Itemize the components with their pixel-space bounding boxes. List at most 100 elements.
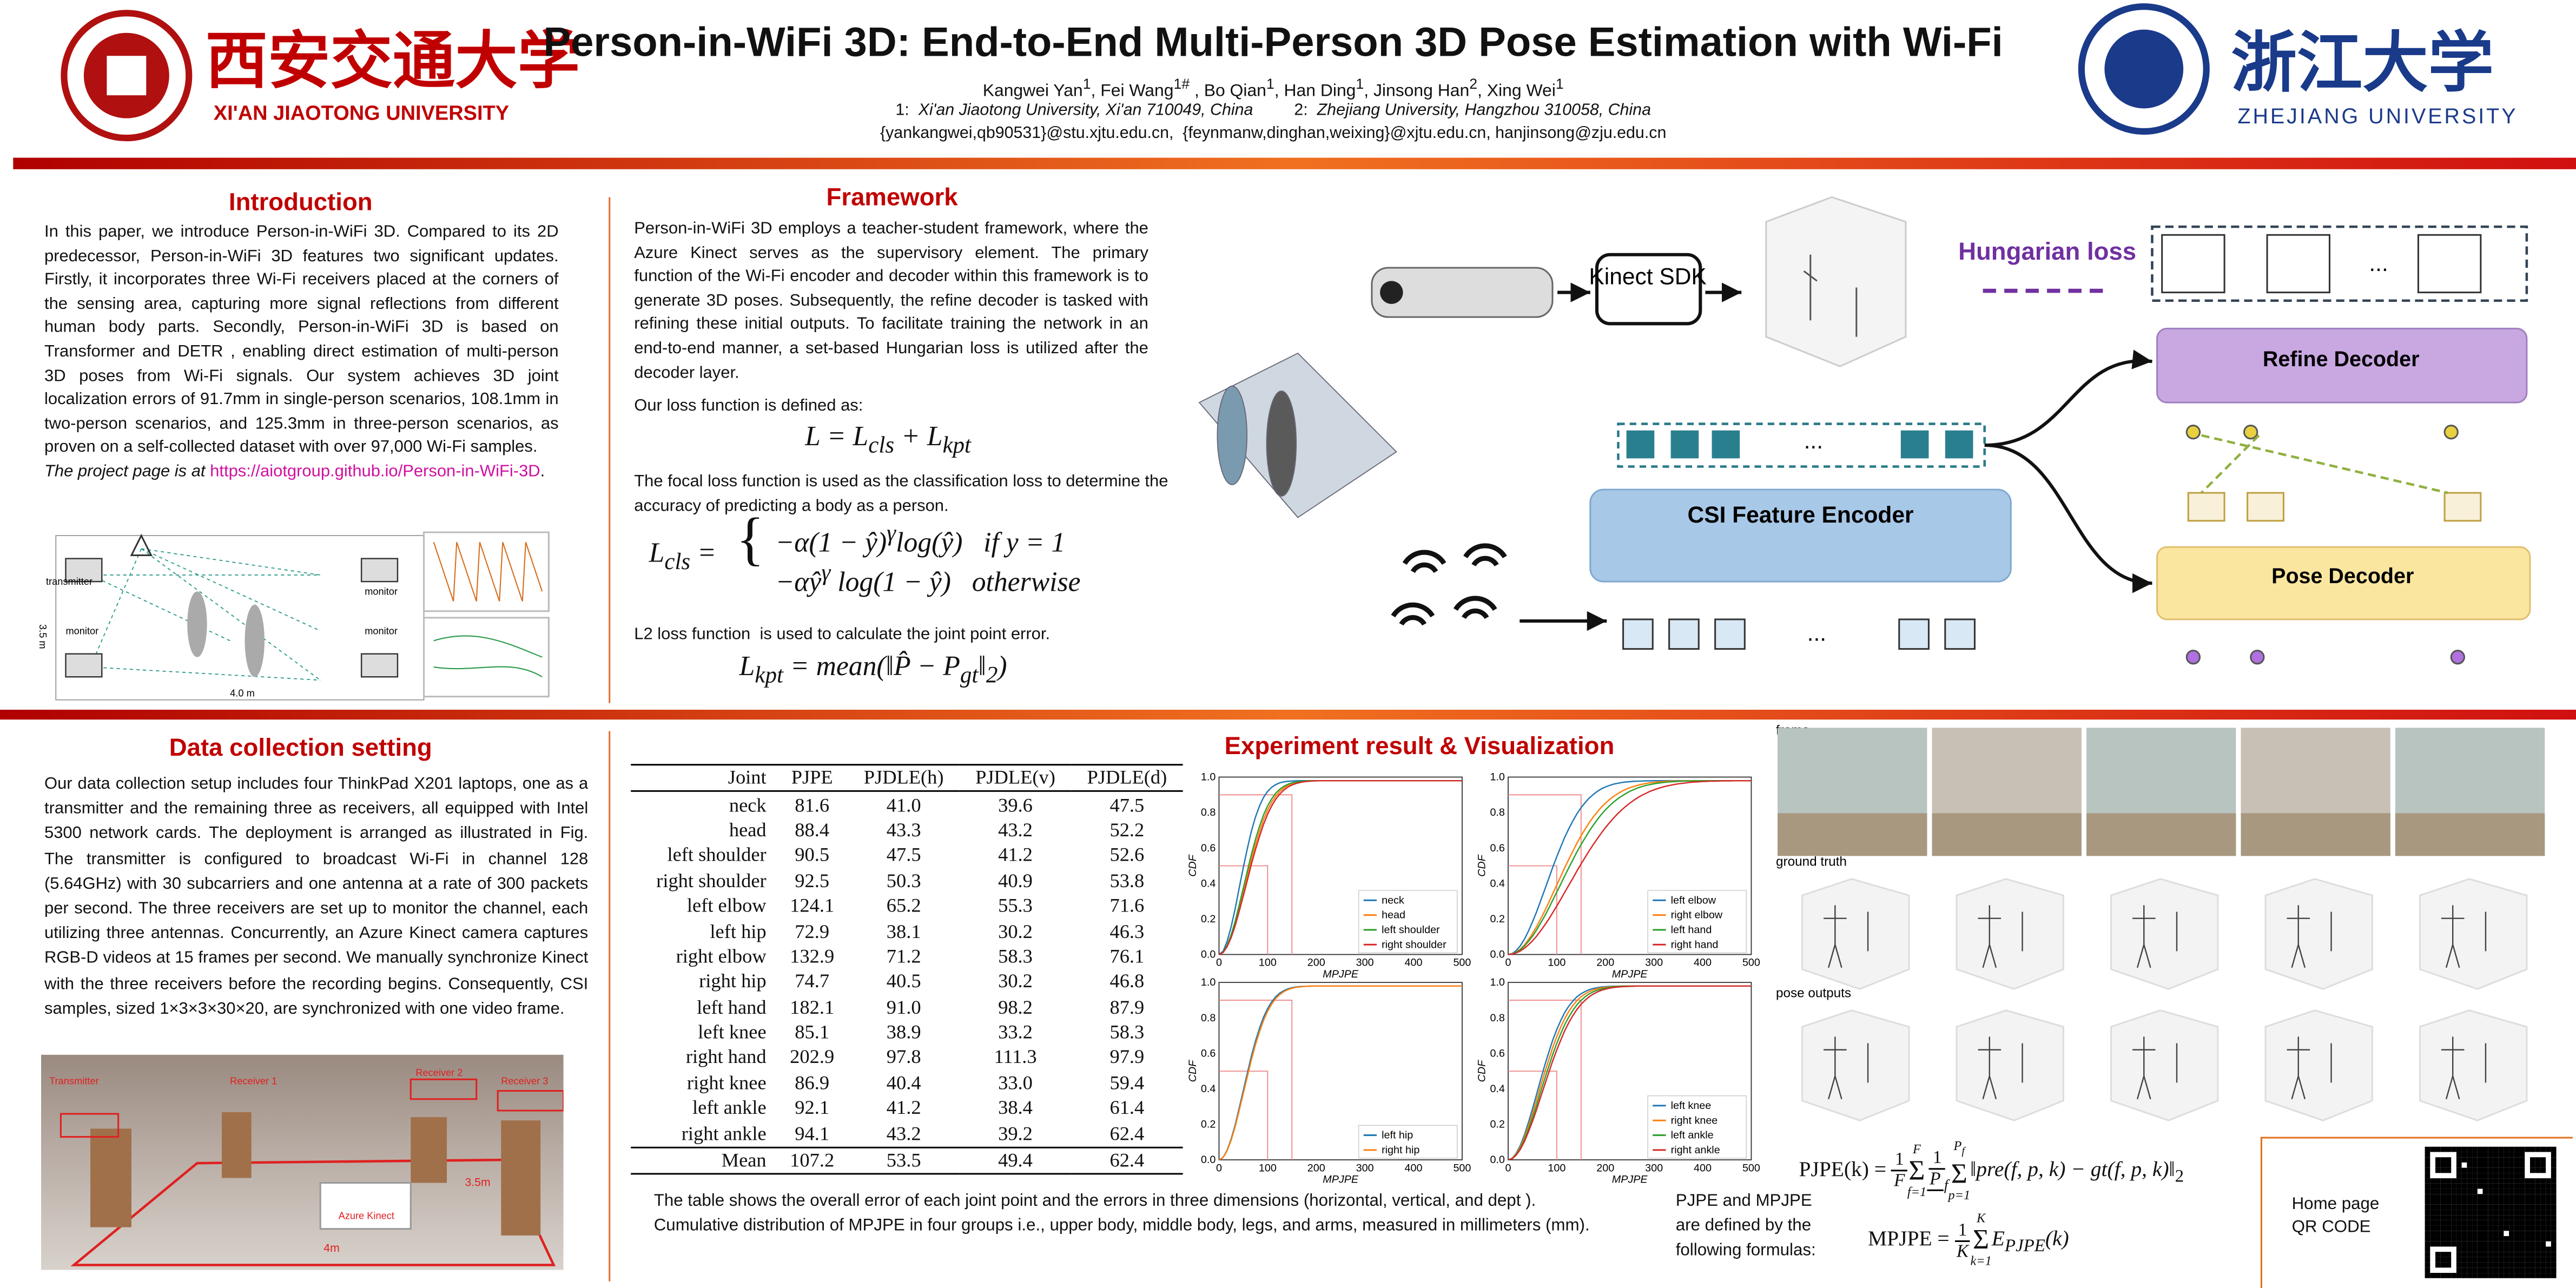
qr-module: [2514, 1194, 2520, 1200]
qr-module: [2472, 1178, 2478, 1184]
x-tick-label: 300: [1356, 957, 1374, 969]
equation-cls-line: −α(1 − ŷ)γlog(ŷ) if y = 1: [775, 521, 1065, 560]
label-boxes: [60, 1078, 564, 1138]
x-tick-label: 0: [1505, 1162, 1511, 1174]
qr-module: [2514, 1231, 2520, 1237]
qr-module: [2551, 1204, 2557, 1210]
table-header-cell: PJDLE(v): [975, 765, 1055, 789]
qr-module: [2430, 1146, 2436, 1152]
qr-module: [2551, 1157, 2557, 1162]
tokens: [1626, 430, 1973, 459]
qr-module: [2519, 1204, 2525, 1210]
qr-module: [2540, 1257, 2546, 1263]
pose-cube: [1956, 878, 2064, 990]
qr-module: [2504, 1152, 2509, 1158]
qr-module: [2529, 1220, 2535, 1226]
qr-module: [2493, 1252, 2499, 1257]
qr-module: [2472, 1183, 2478, 1189]
wifi-icons: [1391, 543, 1507, 626]
eq-part: if y = 1: [983, 526, 1066, 558]
legend-label: head: [1382, 909, 1405, 921]
x-axis-label: MPJPE: [1612, 968, 1648, 980]
qr-module: [2546, 1210, 2551, 1216]
qr-module: [2498, 1273, 2504, 1278]
qr-module: [2425, 1183, 2430, 1189]
qr-module: [2425, 1167, 2430, 1173]
path-element: [1198, 352, 1397, 518]
qr-module: [2435, 1210, 2441, 1216]
legend-label: left shoulder: [1382, 924, 1440, 936]
qr-module: [2519, 1188, 2525, 1194]
qr-module: [2504, 1199, 2509, 1205]
eq-part: F: [1894, 1172, 1905, 1192]
project-link[interactable]: https://aiotgroup.github.io/Person-in-Wi…: [210, 463, 540, 481]
qr-module: [2477, 1220, 2483, 1226]
y-tick-label: 0.6: [1490, 842, 1504, 854]
affiliations: 1: Xi'an Jiaotong University, Xi'an 7100…: [895, 102, 1651, 120]
qr-module: [2446, 1225, 2452, 1231]
stands: [90, 1112, 541, 1236]
table-cell: 72.9: [795, 919, 830, 942]
qr-module: [2446, 1257, 2452, 1263]
x-axis-label: MPJPE: [1323, 1174, 1359, 1186]
x-tick-label: 300: [1645, 1162, 1663, 1174]
table-cell: 58.3: [998, 944, 1033, 968]
qr-module: [2509, 1257, 2514, 1263]
rect-element: [1712, 430, 1740, 459]
qr-module: [2477, 1257, 2483, 1263]
qr-module: [2488, 1231, 2493, 1237]
kinect-lens: [1380, 281, 1403, 304]
qr-module: [2535, 1178, 2541, 1184]
rect-element: [501, 1120, 541, 1236]
table-cell: 50.3: [886, 868, 921, 892]
qr-module: [2430, 1194, 2436, 1200]
qr-module: [2504, 1173, 2509, 1179]
table-cell: 38.1: [886, 919, 921, 942]
qr-module: [2477, 1246, 2483, 1252]
divider-bar: [0, 709, 2576, 720]
legend-box: [1358, 890, 1458, 954]
b-element: Σ: [1951, 1157, 1967, 1189]
qr-module: [2551, 1173, 2557, 1179]
qr-module: [2546, 1262, 2551, 1268]
qr-module: [2493, 1231, 2499, 1237]
pose-cube: [2110, 1009, 2219, 1121]
qr-module: [2509, 1246, 2514, 1252]
qr-module: [2529, 1273, 2535, 1278]
qr-module: [2488, 1262, 2493, 1268]
qr-module: [2461, 1194, 2467, 1200]
qr-module: [2477, 1231, 2483, 1237]
table-cell: 52.6: [1109, 843, 1145, 867]
qr-module: [2472, 1246, 2478, 1252]
photo-label: Receiver 1: [230, 1075, 277, 1086]
rect-element: [2443, 492, 2482, 522]
qr-module: [2440, 1262, 2446, 1268]
qr-module: [2440, 1194, 2446, 1200]
author-mark: 1: [1266, 75, 1274, 93]
qr-code[interactable]: [2423, 1145, 2558, 1280]
qr-module: [2440, 1220, 2446, 1226]
rect-element: [60, 1113, 120, 1138]
qr-module: [2493, 1225, 2499, 1231]
x-tick-label: 0: [1216, 1162, 1222, 1174]
qr-module: [2529, 1183, 2535, 1189]
qr-module: [2540, 1241, 2546, 1247]
qr-module: [2535, 1146, 2541, 1152]
qr-module: [2488, 1204, 2493, 1210]
qr-module: [2493, 1183, 2499, 1189]
pose-cube: [1801, 878, 1910, 990]
qr-module: [2509, 1267, 2514, 1273]
qr-module: [2504, 1267, 2509, 1273]
skeleton: [1803, 254, 1858, 337]
qr-module: [2467, 1204, 2473, 1210]
qr-module: [2498, 1252, 2504, 1257]
table-cell: 98.2: [998, 995, 1033, 1019]
qr-module: [2546, 1178, 2551, 1184]
qr-module: [2551, 1194, 2557, 1200]
qr-module: [2440, 1257, 2446, 1263]
eq-sub: kpt: [755, 663, 783, 689]
cdf-panel: 0 100 200 300 400 500 0.0 0.2 0.4 0.6 0.8 1.0 MPJPE C…: [1476, 976, 1760, 1185]
divider-bar: [13, 157, 2576, 169]
qr-module: [2482, 1236, 2488, 1241]
section-title: Introduction: [228, 189, 373, 217]
